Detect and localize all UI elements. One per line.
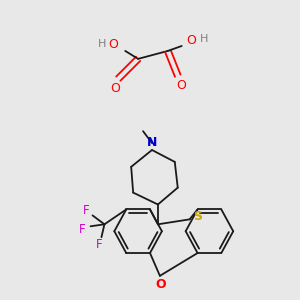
Text: H: H xyxy=(98,39,106,49)
Text: F: F xyxy=(83,204,90,217)
Text: O: O xyxy=(108,38,118,52)
Text: O: O xyxy=(156,278,166,291)
Text: F: F xyxy=(96,238,103,250)
Text: H: H xyxy=(200,34,209,44)
Text: S: S xyxy=(193,210,202,223)
Text: O: O xyxy=(110,82,120,95)
Text: N: N xyxy=(147,136,157,148)
Text: O: O xyxy=(187,34,196,46)
Text: F: F xyxy=(79,223,86,236)
Text: O: O xyxy=(176,79,186,92)
